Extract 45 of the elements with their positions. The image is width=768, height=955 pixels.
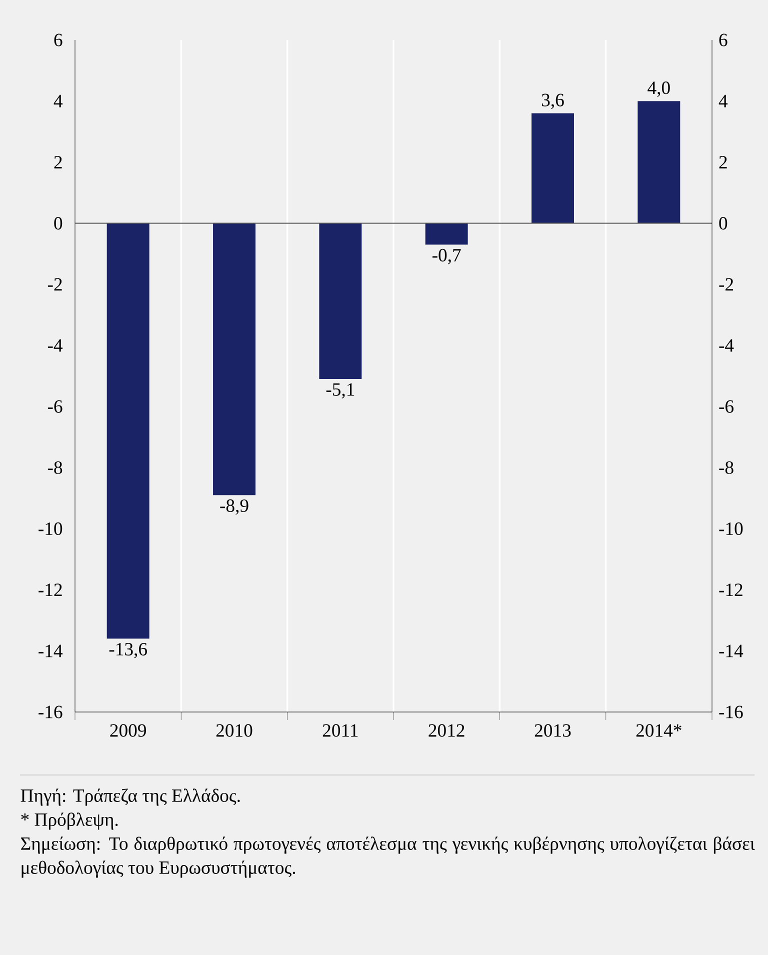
- y2-tick-label: -14: [719, 644, 744, 658]
- y2-tick-label: 6: [719, 34, 728, 46]
- y-tick-label: -2: [48, 278, 62, 291]
- y-tick-label: 6: [54, 34, 62, 46]
- text: Σημείωση: Το διαρθρωτικό πρωτογενές αποτέλεσμα της γενικής κυβέρνησης υπολογίζεται βάσει μεθοδολογίας του Ευρωσυστήματος.: [21, 836, 755, 878]
- x-tick-label: 2010: [216, 724, 252, 737]
- bar: [319, 223, 362, 380]
- y2-tick-label: -16: [719, 706, 743, 718]
- y-tick-label: -8: [48, 461, 62, 474]
- y2-tick-label: 4: [718, 94, 728, 108]
- y-tick-label: -16: [38, 706, 62, 718]
- y2-tick-label: -10: [719, 522, 743, 536]
- y2-tick-label: -4: [719, 339, 734, 352]
- y-tick-label: 2: [54, 156, 62, 168]
- y-tick-label: -14: [38, 644, 63, 658]
- data-label: 4,0: [648, 82, 670, 97]
- x-tick-label: 2009: [110, 724, 146, 737]
- x-tick-label: 2013: [534, 724, 571, 737]
- data-label: -5,1: [326, 383, 354, 398]
- y2-tick-label: 2: [719, 156, 727, 168]
- y2-tick-label: -8: [719, 461, 734, 474]
- y-tick-label: -4: [48, 339, 63, 352]
- bar: [213, 223, 256, 496]
- y2-tick-label: -12: [719, 584, 742, 596]
- bar: [425, 223, 468, 245]
- text: * Πρόβλεψη.: [21, 812, 118, 830]
- y2-tick-label: -2: [719, 278, 734, 291]
- bar: [106, 223, 150, 639]
- bar: [532, 113, 574, 224]
- y2-tick-label: 0: [719, 216, 728, 230]
- text: Πηγή: Τράπεζα της Ελλάδος.: [20, 788, 240, 806]
- data-label: -8,9: [220, 499, 248, 515]
- y-tick-label: 4: [54, 94, 63, 108]
- data-label: -13,6: [109, 642, 147, 658]
- data-label: 3,6: [542, 94, 564, 110]
- y-tick-label: -10: [38, 522, 62, 536]
- data-label: -0,7: [432, 248, 461, 264]
- y-tick-label: -12: [38, 584, 62, 596]
- y-tick-label: 0: [54, 216, 62, 230]
- y-tick-label: -6: [48, 400, 62, 413]
- y2-tick-label: -6: [719, 400, 734, 413]
- x-tick-label: 2014*: [636, 724, 682, 737]
- x-tick-label: 2012: [428, 724, 464, 737]
- bar: [638, 101, 680, 224]
- x-tick-label: 2011: [322, 724, 358, 737]
